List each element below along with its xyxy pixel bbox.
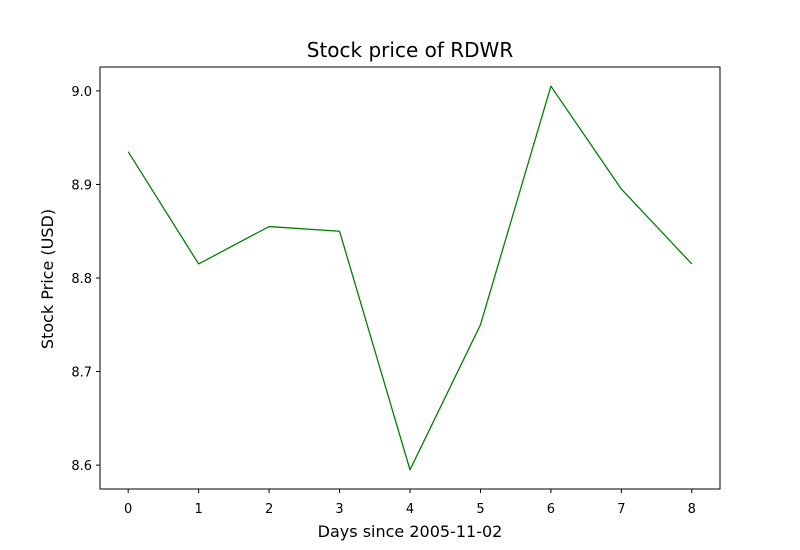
x-tick-label: 8 (688, 502, 696, 517)
x-tick-label: 6 (547, 502, 555, 517)
series-line-1 (127, 85, 693, 471)
chart-title: Stock price of RDWR (307, 38, 514, 62)
x-axis-label: Days since 2005-11-02 (318, 522, 503, 541)
plot-area: 0 1 2 3 4 5 6 7 8 8.6 8.7 8.8 8.9 9.0 (71, 66, 721, 517)
y-tick-label: 8.8 (71, 272, 92, 287)
y-tick-label: 8.7 (71, 366, 92, 381)
x-tick-label: 2 (265, 502, 273, 517)
y-axis-label: Stock Price (USD) (38, 209, 57, 349)
x-tick-label: 5 (476, 502, 484, 517)
y-tick-label: 9.0 (71, 85, 92, 100)
x-tick-label: 1 (194, 502, 202, 517)
y-tick-label: 8.9 (71, 178, 92, 193)
x-tick-label: 0 (124, 502, 132, 517)
x-tick-label: 3 (335, 502, 343, 517)
y-tick-label: 8.6 (71, 459, 92, 474)
x-tick-label: 7 (617, 502, 625, 517)
x-tick-label: 4 (406, 502, 414, 517)
